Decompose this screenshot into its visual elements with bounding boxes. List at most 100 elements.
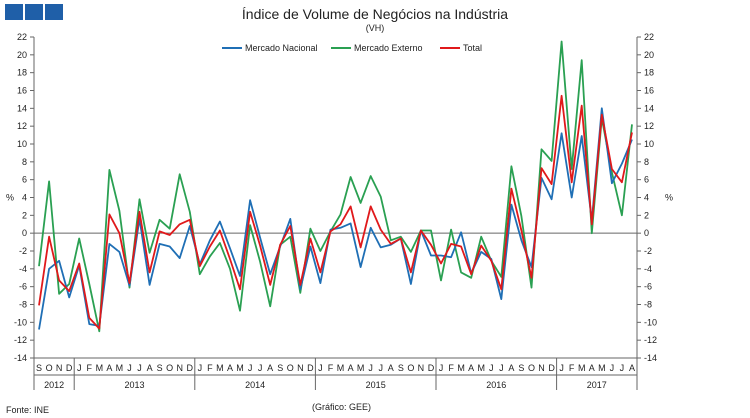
y-tick-label-left: 0 — [22, 228, 27, 238]
graph-credit: (Gráfico: GEE) — [312, 402, 372, 412]
y-tick-label-right: -10 — [644, 317, 657, 327]
month-label: M — [598, 363, 606, 373]
month-label: F — [328, 363, 334, 373]
year-label: 2017 — [587, 380, 607, 390]
month-label: M — [457, 363, 465, 373]
month-label: N — [418, 363, 425, 373]
y-tick-label-left: -4 — [19, 264, 27, 274]
month-label: O — [46, 363, 53, 373]
month-label: D — [187, 363, 194, 373]
y-tick-label-right: 12 — [644, 121, 654, 131]
chart-title: Índice de Volume de Negócios na Indústri… — [241, 6, 509, 22]
year-label: 2013 — [124, 380, 144, 390]
month-label: M — [236, 363, 244, 373]
y-tick-label-left: 16 — [17, 86, 27, 96]
month-label: J — [439, 363, 444, 373]
month-label: O — [528, 363, 535, 373]
month-label: J — [318, 363, 323, 373]
month-label: J — [258, 363, 263, 373]
month-label: D — [548, 363, 555, 373]
month-label: A — [388, 363, 394, 373]
y-tick-label-right: 6 — [644, 175, 649, 185]
y-tick-label-left: 4 — [22, 193, 27, 203]
month-label: J — [137, 363, 142, 373]
y-tick-label-right: 8 — [644, 157, 649, 167]
legend-label-total: Total — [463, 43, 482, 53]
source-note: Fonte: INE — [6, 405, 50, 415]
month-label: J — [198, 363, 203, 373]
y-axis-label-right: % — [665, 193, 673, 203]
month-label: F — [569, 363, 575, 373]
y-tick-label-right: 18 — [644, 68, 654, 78]
month-label: S — [36, 363, 42, 373]
y-tick-label-left: -8 — [19, 300, 27, 310]
logo-block-3 — [45, 4, 63, 20]
month-label: F — [87, 363, 93, 373]
month-label: D — [66, 363, 73, 373]
y-tick-label-left: 6 — [22, 175, 27, 185]
y-tick-label-left: 2 — [22, 210, 27, 220]
series-line-mercado-nacional — [38, 107, 633, 330]
month-label: N — [176, 363, 183, 373]
month-label: J — [77, 363, 82, 373]
y-tick-label-left: 22 — [17, 32, 27, 42]
month-label: O — [166, 363, 173, 373]
month-label: F — [207, 363, 213, 373]
month-label: M — [357, 363, 365, 373]
month-label: J — [378, 363, 383, 373]
legend-label-mercado-nacional: Mercado Nacional — [245, 43, 318, 53]
y-tick-label-right: -12 — [644, 335, 657, 345]
y-tick-label-left: -10 — [14, 317, 27, 327]
y-tick-label-right: 22 — [644, 32, 654, 42]
month-label: M — [116, 363, 124, 373]
y-tick-label-left: 10 — [17, 139, 27, 149]
month-label: S — [157, 363, 163, 373]
year-label: 2016 — [486, 380, 506, 390]
month-label: A — [147, 363, 153, 373]
y-axis-label-left: % — [6, 193, 14, 203]
month-label: M — [578, 363, 586, 373]
logo-block-1 — [5, 4, 23, 20]
legend-label-mercado-externo: Mercado Externo — [354, 43, 423, 53]
month-label: J — [368, 363, 373, 373]
month-label: O — [407, 363, 414, 373]
y-tick-label-right: 16 — [644, 86, 654, 96]
month-label: A — [267, 363, 273, 373]
year-label: 2015 — [366, 380, 386, 390]
year-label: 2012 — [44, 380, 64, 390]
y-tick-label-left: -6 — [19, 282, 27, 292]
y-tick-label-right: 2 — [644, 210, 649, 220]
month-label: A — [227, 363, 233, 373]
y-tick-label-right: -4 — [644, 264, 652, 274]
month-label: A — [348, 363, 354, 373]
month-label: J — [620, 363, 625, 373]
y-tick-label-left: 20 — [17, 50, 27, 60]
series-line-total — [38, 94, 633, 330]
month-label: D — [307, 363, 314, 373]
y-tick-label-right: 14 — [644, 103, 654, 113]
month-label: J — [248, 363, 253, 373]
y-tick-label-right: 4 — [644, 193, 649, 203]
month-label: M — [96, 363, 104, 373]
y-tick-label-right: 0 — [644, 228, 649, 238]
y-tick-label-right: -6 — [644, 282, 652, 292]
y-tick-label-left: 12 — [17, 121, 27, 131]
month-label: S — [398, 363, 404, 373]
month-label: J — [489, 363, 494, 373]
month-label: O — [287, 363, 294, 373]
month-label: J — [610, 363, 615, 373]
month-label: A — [106, 363, 112, 373]
y-tick-label-right: -8 — [644, 300, 652, 310]
y-tick-label-right: -14 — [644, 353, 657, 363]
y-tick-label-right: 10 — [644, 139, 654, 149]
month-label: J — [127, 363, 132, 373]
y-tick-label-right: 20 — [644, 50, 654, 60]
month-label: M — [477, 363, 485, 373]
month-label: S — [518, 363, 524, 373]
y-tick-label-left: 18 — [17, 68, 27, 78]
month-label: A — [508, 363, 514, 373]
series-line-mercado-externo — [38, 40, 633, 333]
month-label: S — [277, 363, 283, 373]
month-label: D — [428, 363, 435, 373]
